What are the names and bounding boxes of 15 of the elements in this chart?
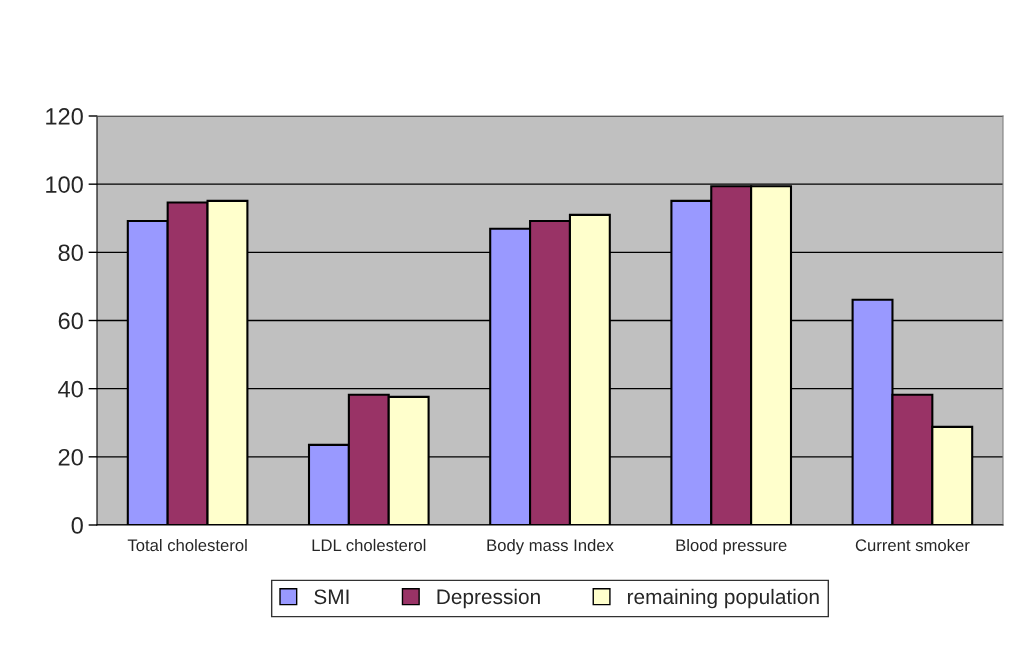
y-tick-label: 20 (58, 448, 83, 466)
x-tick-label: Body mass Index (487, 538, 614, 555)
x-tick-label: Current smoker (855, 538, 970, 552)
legend-label: SMI (314, 589, 349, 605)
legend-label: Depression (437, 588, 540, 609)
x-tick-label: Total cholesterol (127, 538, 247, 552)
y-tick-label: 80 (58, 244, 83, 262)
legend-label: remaining population (627, 588, 819, 609)
y-tick-label: 100 (46, 176, 83, 193)
y-tick-label: 60 (58, 312, 83, 330)
x-tick-label: Blood pressure (676, 538, 787, 555)
y-tick-label: 40 (58, 380, 83, 398)
y-tick-label: 120 (46, 108, 83, 125)
y-tick-label: 0 (71, 517, 83, 534)
x-tick-label: LDL cholesterol (312, 538, 426, 552)
